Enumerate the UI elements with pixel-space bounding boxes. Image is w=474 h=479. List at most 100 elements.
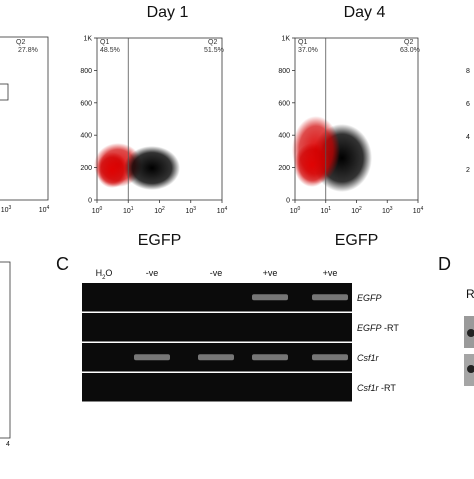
lane-label-main: +ve (323, 268, 338, 278)
gel-band (198, 354, 234, 361)
y-tick-label: 400 (80, 133, 92, 140)
lane-label: -ve (146, 268, 159, 278)
row-suffix: -RT (382, 323, 400, 333)
gel-row (82, 313, 352, 342)
panel-title: Day 4 (344, 4, 386, 21)
y-tick-label: 200 (80, 165, 92, 172)
quadrant-label: Q2 (16, 39, 25, 46)
partial-label: R (466, 287, 474, 301)
tick-base: 10 (320, 208, 328, 215)
y-tick-label: 2 (466, 167, 470, 174)
row-label: Csf1r -RT (357, 383, 396, 393)
row-gene: EGFP (357, 323, 382, 333)
y-tick-label: 800 (278, 68, 290, 75)
gel-band (312, 354, 348, 361)
x-tick-label: 104 (217, 206, 228, 215)
row-label: Csf1r (357, 353, 380, 363)
x-tick-label: 104 (39, 205, 50, 214)
lane-label: -ve (210, 268, 223, 278)
quadrant-label: Q2 (404, 39, 413, 46)
row-gene: Csf1r (357, 353, 380, 363)
row-gene: EGFP (357, 293, 382, 303)
tick-exponent: 0 (100, 206, 103, 212)
tick-exponent: 3 (193, 206, 196, 212)
panel-title: Day 1 (147, 4, 189, 21)
panel-letter: C (56, 254, 69, 274)
row-label: EGFP -RT (357, 323, 399, 333)
tick-base: 10 (217, 208, 225, 215)
x-tick-label: 104 (413, 206, 424, 215)
tick-base: 10 (154, 208, 162, 215)
quadrant-percent: 63.0% (400, 47, 420, 54)
x-tick-label: 102 (351, 206, 362, 215)
quadrant-percent: 48.5% (100, 47, 120, 54)
gate (0, 83, 9, 101)
blot-spot (467, 329, 474, 337)
row-suffix: -RT (379, 383, 397, 393)
tick-exponent: 0 (298, 206, 301, 212)
y-tick-label: 200 (278, 165, 290, 172)
plot-frame (0, 36, 49, 201)
lane-label: +ve (263, 268, 278, 278)
lane-label: H2O (96, 268, 113, 281)
tick-label: 4 (6, 441, 10, 448)
tick-base: 10 (413, 208, 421, 215)
x-axis-label: EGFP (335, 232, 379, 249)
tick-exponent: 4 (47, 205, 50, 211)
y-tick-label: 600 (80, 100, 92, 107)
blot-spot (467, 365, 474, 373)
x-tick-label: 103 (1, 205, 12, 214)
tick-exponent: 4 (225, 206, 228, 212)
tick-base: 10 (185, 208, 193, 215)
lane-label-sub: 2 (102, 275, 106, 281)
x-tick-label: 101 (123, 206, 134, 215)
gel-band (252, 354, 288, 361)
lane-label-main: -ve (210, 268, 223, 278)
x-tick-label: 101 (320, 206, 331, 215)
lane-label-rest: O (105, 268, 112, 278)
gel-row (82, 283, 352, 312)
cell-cloud (294, 143, 330, 187)
tick-base: 10 (382, 208, 390, 215)
x-tick-label: 103 (382, 206, 393, 215)
y-tick-label: 800 (80, 68, 92, 75)
y-tick-label: 1K (83, 36, 92, 43)
gel-band (312, 294, 348, 301)
y-tick-label: 400 (278, 133, 290, 140)
panel-letter: D (438, 254, 451, 274)
quadrant-label: Q2 (208, 39, 217, 46)
x-axis-label: EGFP (138, 232, 182, 249)
y-tick-label: 0 (286, 198, 290, 205)
x-tick-label: 102 (154, 206, 165, 215)
y-tick-label: 1K (281, 36, 290, 43)
y-tick-label: 4 (466, 134, 470, 141)
quadrant-percent: 27.8% (18, 47, 38, 54)
plot-frame (0, 261, 11, 439)
tick-base: 10 (92, 208, 100, 215)
gel-band (252, 294, 288, 301)
tick-exponent: 2 (359, 206, 362, 212)
tick-exponent: 3 (9, 205, 12, 211)
lane-label: +ve (323, 268, 338, 278)
x-tick-label: 100 (290, 206, 301, 215)
tick-exponent: 1 (328, 206, 331, 212)
tick-exponent: 4 (421, 206, 424, 212)
gel-row (82, 373, 352, 402)
lane-label-main: -ve (146, 268, 159, 278)
x-tick-label: 100 (92, 206, 103, 215)
row-gene: Csf1r (357, 383, 380, 393)
tick-base: 10 (290, 208, 298, 215)
quadrant-percent: 51.5% (204, 47, 224, 54)
row-label: EGFP (357, 293, 382, 303)
tick-exponent: 2 (162, 206, 165, 212)
lane-label-main: H (96, 268, 103, 278)
tick-base: 10 (123, 208, 131, 215)
tick-base: 10 (351, 208, 359, 215)
cell-cloud (96, 152, 128, 188)
y-tick-label: 0 (88, 198, 92, 205)
x-tick-label: 103 (185, 206, 196, 215)
tick-base: 10 (1, 207, 9, 214)
tick-exponent: 1 (131, 206, 134, 212)
quadrant-percent: 37.0% (298, 47, 318, 54)
